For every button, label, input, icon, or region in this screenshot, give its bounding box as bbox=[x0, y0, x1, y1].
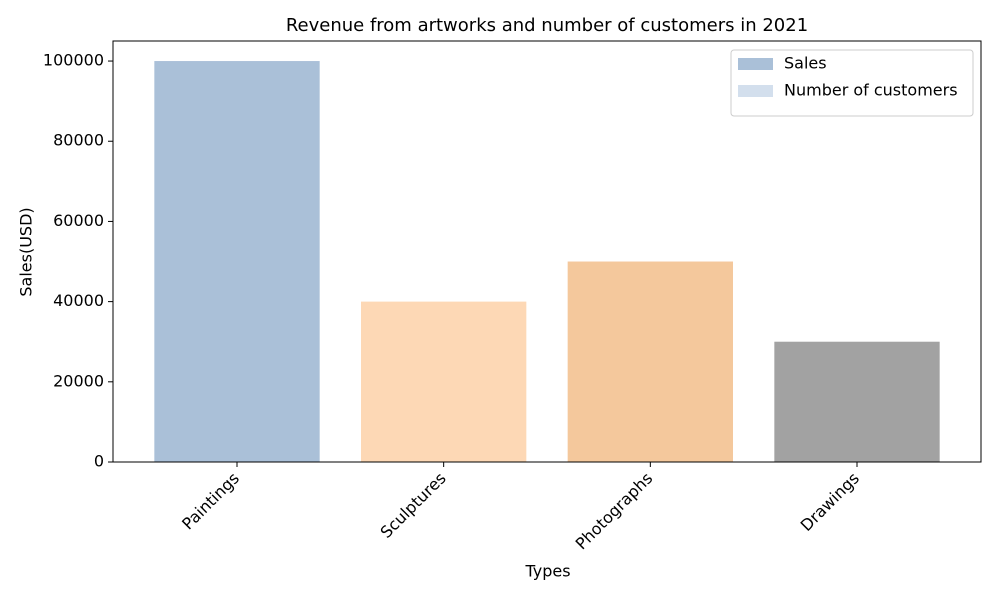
chart-title: Revenue from artworks and number of cust… bbox=[286, 15, 808, 36]
bar bbox=[774, 341, 940, 462]
y-axis-label: Sales(USD) bbox=[17, 207, 36, 296]
y-tick-label: 100000 bbox=[43, 51, 104, 70]
x-tick-label: Sculptures bbox=[376, 469, 449, 542]
bar bbox=[154, 61, 320, 463]
legend-box bbox=[730, 49, 974, 117]
legend-swatch bbox=[738, 85, 773, 97]
bar bbox=[567, 261, 733, 462]
bar bbox=[361, 301, 527, 462]
y-tick-label: 20000 bbox=[53, 371, 104, 390]
legend-label: Sales bbox=[784, 54, 827, 73]
legend-swatch bbox=[738, 58, 773, 70]
y-tick-label: 60000 bbox=[53, 211, 104, 230]
axes-frame bbox=[112, 40, 982, 463]
y-tick-label: 0 bbox=[94, 452, 104, 471]
x-axis-label: Types bbox=[524, 562, 570, 581]
y-tick-label: 40000 bbox=[53, 291, 104, 310]
x-tick-label: Paintings bbox=[178, 469, 243, 534]
legend-label: Number of customers bbox=[784, 81, 958, 100]
y-tick-label: 80000 bbox=[53, 131, 104, 150]
x-tick-label: Drawings bbox=[797, 469, 863, 535]
x-tick-label: Photographs bbox=[572, 469, 657, 554]
